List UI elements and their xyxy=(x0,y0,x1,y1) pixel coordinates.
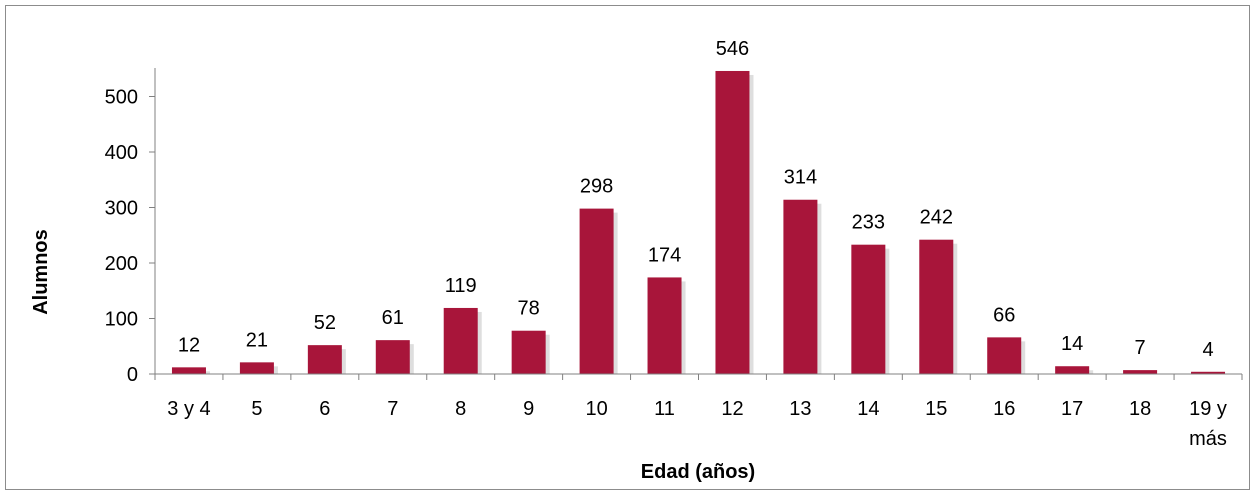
data-label: 78 xyxy=(518,298,540,320)
bar xyxy=(511,330,546,374)
y-tick-label: 400 xyxy=(105,142,138,164)
bar xyxy=(1055,366,1090,374)
data-label: 242 xyxy=(920,207,953,229)
bar xyxy=(715,70,750,374)
x-tick-label: 14 xyxy=(857,398,879,420)
data-label: 119 xyxy=(445,275,477,297)
bar xyxy=(579,208,614,374)
x-tick-label: 15 xyxy=(925,398,947,420)
x-tick-label: 11 xyxy=(654,398,675,420)
data-label: 546 xyxy=(716,38,749,60)
x-axis-title: Edad (años) xyxy=(641,461,755,483)
data-labels: 12 21 52 61 119 78 298 174 546 314 233 242 66 14 7 4 xyxy=(178,38,1214,361)
x-tick-label: 9 xyxy=(523,398,534,420)
bar xyxy=(307,345,342,374)
x-tick-label: 19 y más xyxy=(1189,398,1227,450)
y-axis-title: Alumnos xyxy=(30,229,52,315)
y-tick-label: 100 xyxy=(105,309,138,331)
data-label: 174 xyxy=(648,244,681,266)
y-tick-label: 500 xyxy=(105,87,138,109)
data-label: 61 xyxy=(382,307,404,329)
bar xyxy=(1123,370,1158,374)
bars xyxy=(171,70,1226,374)
data-label: 4 xyxy=(1202,339,1213,361)
data-label: 298 xyxy=(580,176,613,198)
x-tick-label: 12 xyxy=(721,398,743,420)
bar xyxy=(987,337,1022,374)
x-tick-label: 8 xyxy=(455,398,466,420)
x-tick-label: 16 xyxy=(993,398,1015,420)
x-tick-label: 3 y 4 xyxy=(167,398,210,420)
data-label: 233 xyxy=(852,212,885,234)
bar xyxy=(375,340,410,374)
x-tick-label: 17 xyxy=(1061,398,1083,420)
bar xyxy=(171,367,206,374)
y-tick-label: 0 xyxy=(127,364,138,386)
bar xyxy=(239,362,274,374)
x-tick-label: 5 xyxy=(251,398,262,420)
data-label: 314 xyxy=(784,167,817,189)
data-label: 21 xyxy=(246,329,268,351)
x-tick-label: 18 xyxy=(1129,398,1151,420)
data-label: 66 xyxy=(993,304,1015,326)
x-tick-label: 13 xyxy=(789,398,811,420)
y-tick-label: 200 xyxy=(105,253,138,275)
bar xyxy=(783,199,818,374)
bar xyxy=(647,277,682,374)
data-label: 7 xyxy=(1135,337,1146,359)
bar xyxy=(443,307,478,374)
x-tick-label: 6 xyxy=(319,398,330,420)
x-tick-label: 10 xyxy=(585,398,607,420)
y-tick-label: 300 xyxy=(105,198,138,220)
chart-frame xyxy=(5,5,1250,490)
bar xyxy=(919,239,954,374)
bar xyxy=(851,244,886,374)
x-tick-label: 7 xyxy=(387,398,398,420)
bar xyxy=(1191,371,1226,374)
data-label: 14 xyxy=(1061,333,1083,355)
data-label: 52 xyxy=(314,312,336,334)
data-label: 12 xyxy=(178,334,200,356)
